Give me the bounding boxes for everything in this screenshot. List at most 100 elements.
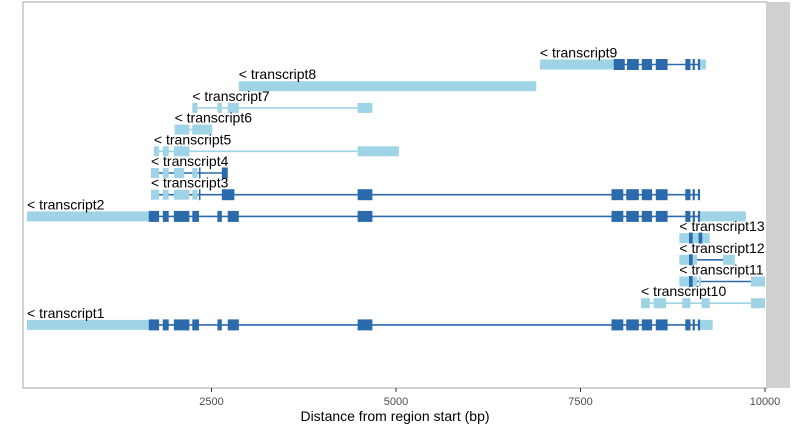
cds-exon: [357, 210, 373, 222]
cds-exon: [613, 59, 625, 70]
utr-exon: [192, 189, 198, 200]
transcript-transcript7: < transcript7: [192, 88, 373, 113]
utr-exon: [150, 168, 160, 178]
transcript-label: < transcript3: [151, 175, 229, 191]
utr-exon: [174, 124, 190, 135]
utr-exon: [700, 211, 746, 222]
transcript-label: < transcript12: [679, 240, 764, 256]
cds-exon: [192, 319, 199, 331]
utr-exon: [173, 146, 190, 157]
cds-exon: [626, 210, 639, 222]
utr-exon: [150, 189, 160, 200]
x-axis-title: Distance from region start (bp): [300, 408, 489, 424]
transcript-label: < transcript13: [679, 218, 764, 234]
utr-exon: [173, 189, 190, 200]
transcript-label: < transcript2: [27, 196, 105, 212]
utr-exon: [153, 146, 160, 157]
utr-exon: [700, 319, 713, 330]
transcript-label: < transcript6: [175, 110, 253, 126]
transcript-label: < transcript10: [641, 283, 726, 299]
cds-exon: [626, 319, 639, 331]
x-axis: 2500 5000 7500 10000: [199, 388, 780, 408]
cds-exon: [221, 167, 228, 179]
cds-exon: [641, 189, 653, 201]
utr-exon: [162, 168, 169, 178]
cds-exon: [626, 189, 639, 201]
cds-exon: [655, 210, 668, 222]
x-tick-label: 10000: [750, 396, 781, 408]
cds-exon: [655, 59, 668, 70]
utr-exon: [173, 168, 185, 178]
transcript-label: < transcript8: [239, 66, 317, 82]
side-strip: [767, 2, 790, 388]
cds-exon: [217, 319, 222, 331]
utr-exon: [238, 81, 537, 92]
cds-exon: [698, 232, 703, 244]
cds-exon: [626, 59, 639, 70]
cds-exon: [641, 319, 653, 331]
transcript-label: < transcript9: [540, 45, 618, 61]
cds-exon: [217, 210, 222, 222]
transcript-transcript9: < transcript9: [539, 45, 706, 70]
utr-exon: [539, 59, 614, 70]
utr-exon: [682, 298, 691, 309]
cds-exon: [641, 59, 653, 70]
utr-exon: [701, 298, 710, 309]
transcript-transcript3: < transcript3: [150, 175, 701, 201]
utr-exon: [227, 102, 239, 113]
cds-exon: [692, 319, 695, 331]
cds-exon: [357, 319, 373, 331]
cds-exon: [221, 189, 235, 201]
cds-exon: [611, 210, 624, 222]
cds-exon: [198, 167, 201, 179]
cds-exon: [227, 210, 239, 222]
cds-exon: [688, 276, 693, 287]
cds-exon: [697, 210, 701, 222]
cds-exon: [655, 319, 668, 331]
cds-exon: [692, 59, 695, 70]
utr-exon: [27, 319, 149, 330]
cds-exon: [148, 210, 160, 222]
cds-exon: [697, 59, 701, 70]
utr-exon: [700, 59, 706, 70]
cds-exon: [688, 254, 693, 266]
transcript-label: < transcript5: [154, 131, 232, 147]
utr-exon: [692, 254, 698, 265]
cds-exon: [688, 232, 693, 244]
transcript-transcript12: < transcript12: [679, 240, 765, 266]
transcript-transcript1: < transcript1: [27, 305, 713, 331]
cds-exon: [173, 210, 190, 222]
transcript-label: < transcript11: [679, 262, 763, 278]
utr-exon: [750, 298, 765, 309]
utr-exon: [722, 254, 735, 265]
utr-exon: [698, 276, 701, 287]
x-tick-label: 7500: [568, 396, 592, 408]
utr-exon: [357, 146, 399, 157]
cds-exon: [611, 319, 624, 331]
cds-exon: [692, 210, 695, 222]
cds-exon: [357, 189, 373, 201]
utr-exon: [679, 233, 689, 244]
utr-exon: [162, 146, 169, 157]
transcripts-layer: < transcript9 < transcript8 < transcript7 <…: [27, 45, 765, 331]
x-tick-label: 2500: [199, 396, 223, 408]
transcript-label: < transcript1: [27, 305, 105, 321]
cds-exon: [198, 189, 201, 201]
transcript-transcript13: < transcript13: [679, 218, 765, 244]
transcript-transcript8: < transcript8: [238, 66, 537, 92]
utr-exon: [217, 102, 222, 113]
transcript-label: < transcript7: [192, 88, 270, 104]
utr-exon: [162, 189, 169, 200]
transcript-transcript2: < transcript2: [27, 196, 746, 222]
cds-exon: [685, 210, 691, 222]
transcript-transcript10: < transcript10: [641, 283, 765, 309]
transcript-transcript11: < transcript11: [679, 262, 765, 287]
utr-exon: [192, 124, 213, 135]
cds-exon: [148, 319, 160, 331]
cds-exon: [162, 319, 169, 331]
cds-exon: [162, 210, 169, 222]
utr-exon: [679, 276, 689, 287]
x-tick-label: 5000: [384, 396, 408, 408]
cds-exon: [173, 319, 190, 331]
